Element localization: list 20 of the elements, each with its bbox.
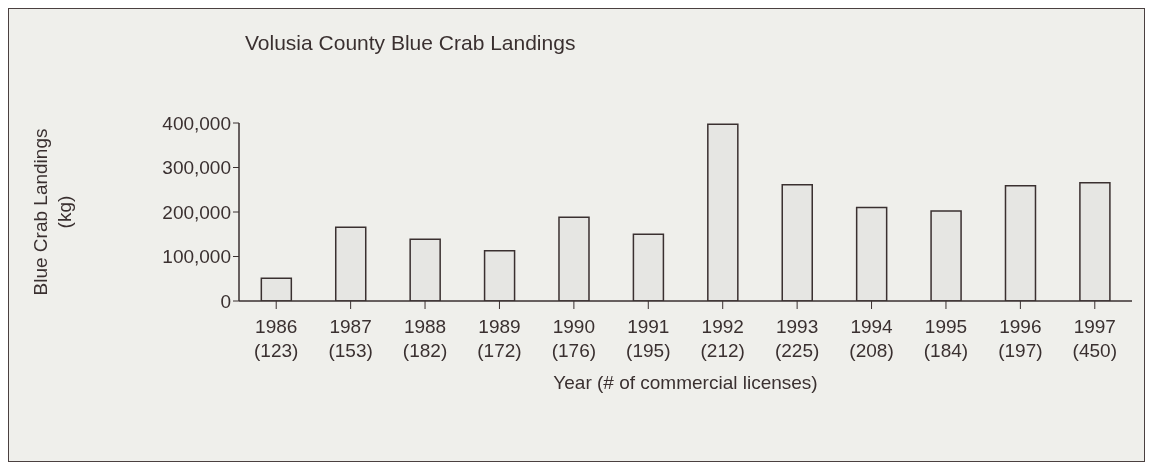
y-tick-label: 100,000: [162, 246, 231, 268]
y-tick-label: 300,000: [162, 157, 231, 179]
x-axis-title: Year (# of commercial licenses): [553, 372, 818, 393]
x-tick-label: 1988 (182): [402, 316, 448, 361]
y-tick-label: 200,000: [162, 201, 231, 223]
x-tick-label: 1993 (225): [774, 316, 820, 361]
x-tick-label: 1997 (450): [1072, 316, 1117, 361]
x-tick-label: 1995 (184): [923, 316, 969, 361]
y-tick-label: 0: [220, 290, 231, 312]
x-tick-label: 1992 (212): [700, 316, 745, 361]
y-tick-label: 400,000: [162, 112, 231, 134]
chart-title: Volusia County Blue Crab Landings: [245, 31, 576, 55]
x-tick-label: 1989 (172): [477, 316, 522, 361]
y-axis-title: Blue Crab Landings (kg): [30, 128, 75, 296]
x-tick-label: 1996 (197): [998, 316, 1043, 361]
x-tick-label: 1994 (208): [849, 316, 894, 361]
x-tick-label: 1986 (123): [254, 316, 299, 361]
x-tick-label: 1987 (153): [328, 316, 373, 361]
x-tick-label: 1991 (195): [626, 316, 671, 361]
x-tick-label: 1990 (176): [551, 316, 597, 361]
